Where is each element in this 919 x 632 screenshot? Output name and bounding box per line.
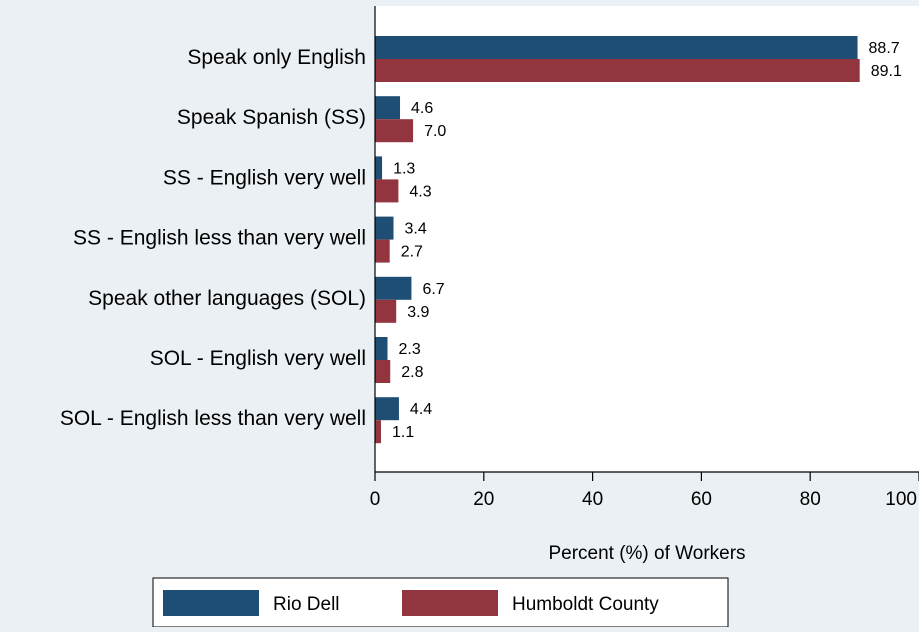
bar-humboldt-county-speak-spanish-ss: [375, 119, 414, 143]
bar-humboldt-county-speak-only-english: [375, 59, 860, 82]
data-label-humboldt-county-speak-only-english: 89.1: [871, 63, 902, 80]
bar-humboldt-county-sol-english-less-than-very-well: [375, 420, 381, 444]
legend-label-rio-dell: Rio Dell: [273, 594, 340, 615]
x-ticks: 0 20 40 60 80 100: [370, 472, 919, 510]
data-label-humboldt-county-ss-english-less-than-very-well: 2.7: [401, 244, 423, 261]
data-label-humboldt-county-sol-english-very-well: 2.8: [401, 364, 423, 381]
bar-rio-dell-ss-english-less-than-very-well: [375, 216, 394, 240]
category-label-ss-english-less-than-very-well: SS - English less than very well: [73, 227, 366, 250]
x-tick-label-40: 40: [582, 489, 603, 510]
bar-rio-dell-speak-other-languages-sol: [375, 276, 412, 300]
labels-layer: 88.7 89.1 4.6 7.0 1.3 4.3 3.4 2.7 6.7 3.9 2.3 2.8 4.…: [392, 40, 902, 441]
bar-humboldt-county-sol-english-very-well: [375, 360, 391, 383]
bar-rio-dell-sol-english-very-well: [375, 337, 388, 360]
legend-swatch-humboldt-county: [402, 590, 498, 616]
data-label-rio-dell-speak-only-english: 88.7: [869, 40, 900, 57]
legend-swatch-rio-dell: [163, 590, 259, 616]
data-label-rio-dell-sol-english-very-well: 2.3: [399, 341, 421, 358]
category-label-sol-english-less-than-very-well: SOL - English less than very well: [60, 407, 366, 430]
bar-humboldt-county-ss-english-less-than-very-well: [375, 239, 390, 263]
bar-rio-dell-sol-english-less-than-very-well: [375, 397, 399, 421]
x-axis-label: Percent (%) of Workers: [548, 543, 745, 564]
category-label-sol-english-very-well: SOL - English very well: [150, 347, 366, 370]
data-label-humboldt-county-ss-english-very-well: 4.3: [409, 183, 431, 200]
category-labels: Speak only English Speak Spanish (SS) SS -…: [60, 46, 366, 430]
data-label-humboldt-county-speak-spanish-ss: 7.0: [424, 123, 446, 140]
category-label-speak-other-languages-sol: Speak other languages (SOL): [88, 287, 366, 310]
bar-humboldt-county-speak-other-languages-sol: [375, 299, 397, 323]
data-label-rio-dell-ss-english-less-than-very-well: 3.4: [404, 221, 426, 238]
data-label-rio-dell-speak-other-languages-sol: 6.7: [422, 281, 444, 298]
data-label-rio-dell-speak-spanish-ss: 4.6: [411, 100, 433, 117]
category-label-ss-english-very-well: SS - English very well: [163, 166, 366, 189]
bar-rio-dell-ss-english-very-well: [375, 156, 383, 180]
x-tick-label-100: 100: [885, 489, 917, 510]
plot-area: [375, 6, 919, 472]
legend-label-humboldt-county: Humboldt County: [512, 594, 659, 615]
bar-rio-dell-speak-only-english: [375, 36, 858, 59]
bar-humboldt-county-ss-english-very-well: [375, 179, 399, 203]
data-label-humboldt-county-sol-english-less-than-very-well: 1.1: [392, 424, 414, 441]
data-label-rio-dell-sol-english-less-than-very-well: 4.4: [410, 401, 432, 418]
bars-layer: [375, 36, 860, 444]
category-label-speak-only-english: Speak only English: [187, 46, 366, 69]
x-tick-label-20: 20: [473, 489, 494, 510]
x-tick-label-60: 60: [691, 489, 712, 510]
category-label-speak-spanish-ss: Speak Spanish (SS): [177, 106, 366, 129]
x-tick-label-0: 0: [370, 489, 381, 510]
bar-rio-dell-speak-spanish-ss: [375, 96, 401, 120]
x-tick-label-80: 80: [800, 489, 821, 510]
data-label-rio-dell-ss-english-very-well: 1.3: [393, 160, 415, 177]
data-label-humboldt-county-speak-other-languages-sol: 3.9: [407, 304, 429, 321]
